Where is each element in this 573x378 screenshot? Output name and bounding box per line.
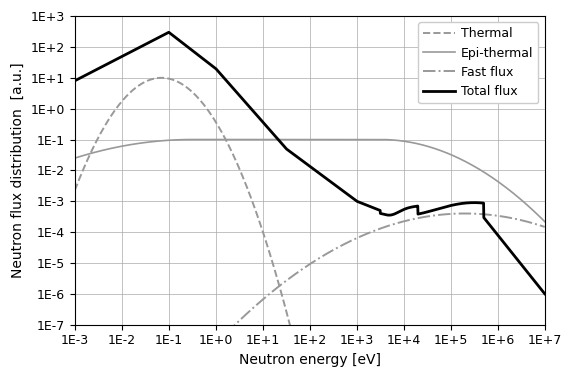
Line: Thermal: Thermal (74, 78, 545, 378)
Epi-thermal (95, 149, 102, 153)
X-axis label: Neutron energy [eV]: Neutron energy [eV] (239, 353, 380, 367)
Y-axis label: Neutron flux distribution  [a.u.]: Neutron flux distribution [a.u.] (11, 62, 25, 278)
Total flux (528, 274, 535, 279)
Total flux (288, 150, 295, 155)
Epi-thermal (71, 156, 78, 160)
Thermal (71, 188, 78, 193)
Thermal (158, 76, 165, 80)
Epi-thermal (189, 137, 196, 142)
Fast flux (461, 211, 468, 216)
Total flux (95, 66, 102, 71)
Fast flux (300, 266, 307, 271)
Fast flux (528, 220, 535, 225)
Legend: Thermal, Epi-thermal, Fast flux, Total flux: Thermal, Epi-thermal, Fast flux, Total f… (418, 22, 539, 103)
Line: Epi-thermal: Epi-thermal (74, 139, 545, 222)
Thermal (288, 327, 295, 332)
Fast flux (441, 212, 448, 217)
Epi-thermal (288, 137, 295, 142)
Total flux (71, 79, 78, 83)
Epi-thermal (541, 219, 548, 224)
Epi-thermal (300, 137, 307, 142)
Epi-thermal (442, 150, 449, 155)
Fast flux (288, 275, 295, 280)
Total flux (166, 30, 172, 34)
Thermal (95, 135, 102, 139)
Total flux (300, 160, 307, 164)
Total flux (528, 275, 535, 279)
Line: Fast flux: Fast flux (74, 214, 545, 378)
Line: Total flux: Total flux (74, 32, 545, 294)
Total flux (541, 291, 548, 296)
Total flux (442, 205, 449, 209)
Epi-thermal (528, 206, 535, 211)
Epi-thermal (528, 206, 535, 211)
Fast flux (541, 225, 548, 229)
Fast flux (528, 220, 535, 225)
